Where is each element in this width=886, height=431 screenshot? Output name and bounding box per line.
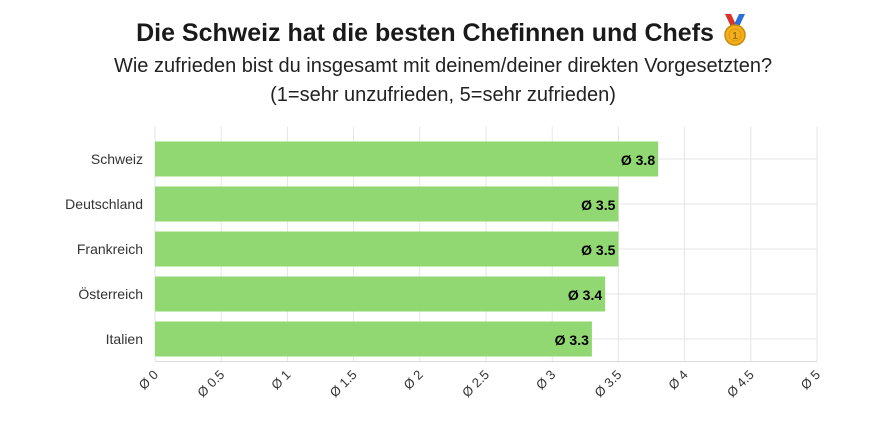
category-label-3: Frankreich: [77, 241, 143, 257]
x-tick-label-6: Ø 3: [533, 367, 558, 392]
category-label-1: Schweiz: [91, 151, 143, 167]
bar-4: [155, 276, 606, 312]
bar-2: [155, 186, 619, 222]
data-label-5: Ø 3.3: [555, 332, 589, 348]
x-tick-label-1: Ø 0.5: [194, 367, 227, 400]
category-label-4: Österreich: [78, 285, 143, 302]
chart-title-text: Die Schweiz hat die besten Chefinnen und…: [136, 19, 714, 48]
x-tick-label-10: Ø 5: [798, 367, 823, 392]
x-tick-label-8: Ø 4: [665, 367, 690, 392]
chart-subtitle-line-2: (1=sehr unzufrieden, 5=sehr zufrieden): [270, 84, 616, 106]
x-tick-label-9: Ø 4.5: [724, 367, 757, 400]
data-label-1: Ø 3.8: [621, 152, 655, 168]
x-tick-label-0: Ø 0: [136, 367, 161, 392]
x-tick-label-5: Ø 2.5: [459, 367, 492, 400]
x-tick-label-3: Ø 1.5: [327, 367, 360, 400]
x-tick-label-7: Ø 3.5: [591, 367, 624, 400]
chart-subtitle-line-1: Wie zufrieden bist du insgesamt mit dein…: [113, 55, 773, 77]
bar-3: [155, 231, 619, 267]
chart-title: Die Schweiz hat die besten Chefinnen und…: [0, 14, 886, 55]
category-label-5: Italien: [106, 331, 143, 347]
category-label-2: Deutschland: [65, 196, 143, 212]
data-label-4: Ø 3.4: [568, 287, 602, 303]
x-tick-label-2: Ø 1: [268, 367, 293, 392]
medal-icon: 1: [720, 14, 750, 55]
data-label-2: Ø 3.5: [581, 197, 615, 213]
bar-5: [155, 321, 592, 357]
bar-1: [155, 141, 659, 177]
svg-text:1: 1: [732, 31, 738, 42]
data-label-3: Ø 3.5: [581, 242, 615, 258]
bars: [155, 141, 659, 357]
x-tick-label-4: Ø 2: [400, 367, 425, 392]
